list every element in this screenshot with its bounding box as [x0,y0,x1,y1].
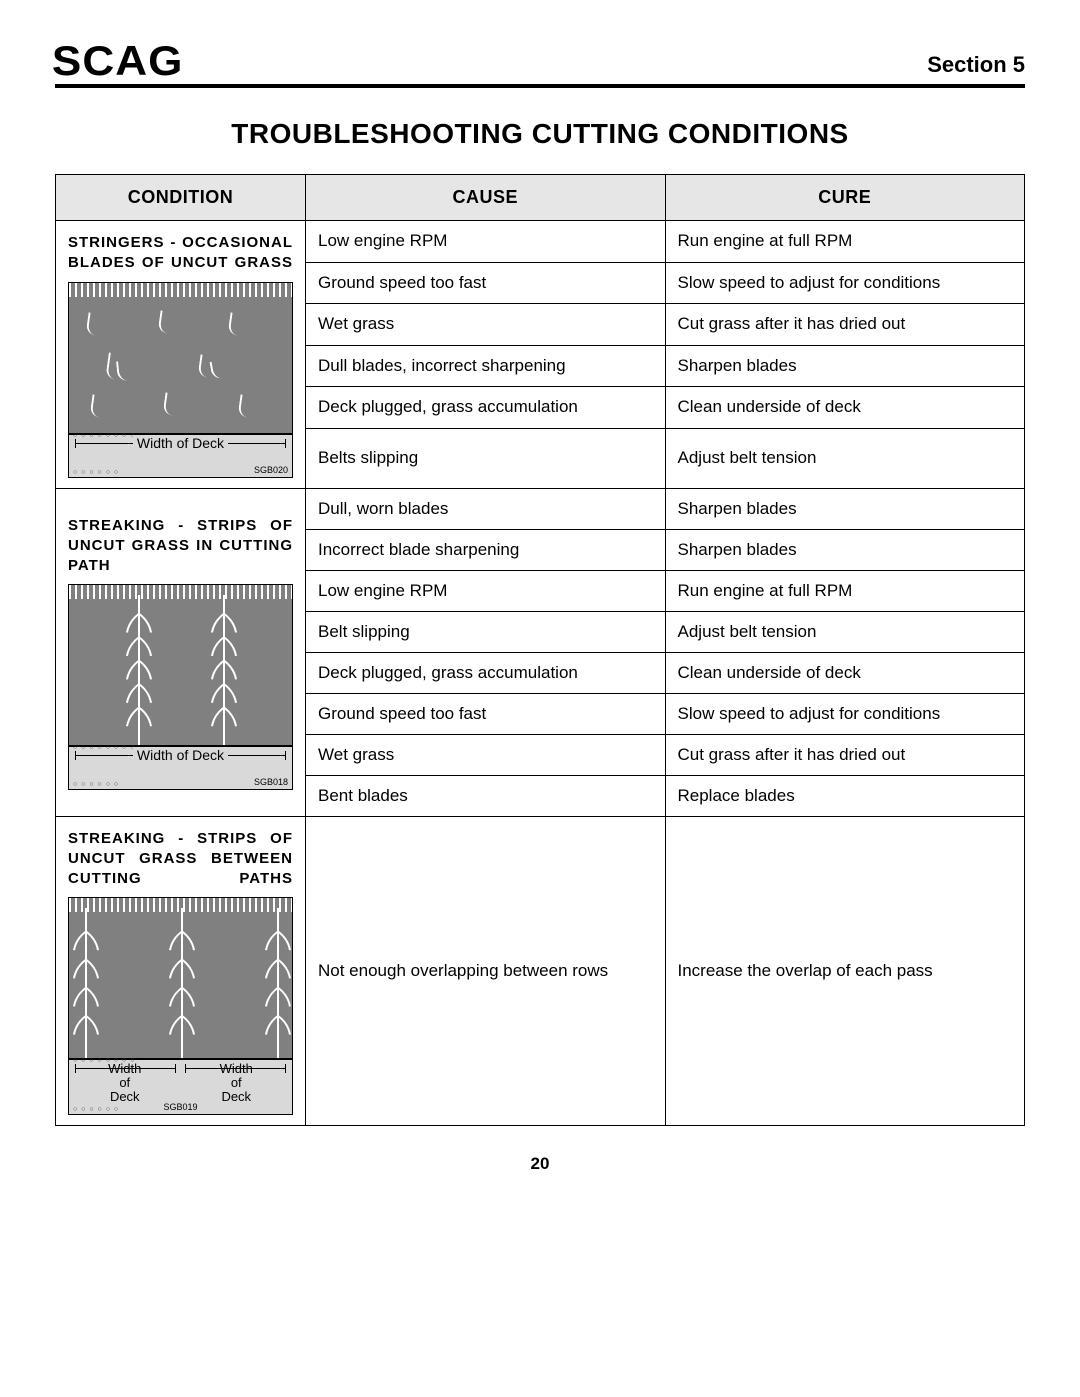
cure-cell: Replace blades [665,775,1025,816]
cure-cell: Cut grass after it has dried out [665,734,1025,775]
cure-cell: Clean underside of deck [665,652,1025,693]
condition-title: Streaking - Strips of Uncut Grass Betwee… [68,829,293,890]
condition-cell-stringers: Stringers - Occasional Blades of Uncut G… [56,221,306,489]
cause-cell: Ground speed too fast [306,262,666,304]
col-cure: CURE [665,175,1025,221]
deck-strip: Width of Deck SGB020 [69,433,292,477]
cure-cell: Adjust belt tension [665,611,1025,652]
table-row: Streaking - Strips of Uncut Grass in Cut… [56,488,1025,529]
diagram-code: SGB019 [163,1102,197,1112]
section-label: Section 5 [927,52,1025,82]
troubleshooting-table: CONDITION CAUSE CURE Stringers - Occasio… [55,174,1025,1126]
deck-width-label-a: WidthofDeck [69,1062,181,1103]
cause-cell: Dull, worn blades [306,488,666,529]
cure-cell: Adjust belt tension [665,428,1025,488]
cause-cell: Wet grass [306,304,666,346]
cure-cell: Slow speed to adjust for conditions [665,693,1025,734]
deck-width-label: Width of Deck [133,435,228,451]
cure-cell: Increase the overlap of each pass [665,816,1025,1126]
brand-logo: SCAG [52,40,184,82]
deck-width-label-b: WidthofDeck [181,1062,293,1103]
table-row: Stringers - Occasional Blades of Uncut G… [56,221,1025,263]
deck-strip: Width of Deck SGB018 [69,745,292,789]
condition-title: Streaking - Strips of Uncut Grass in Cut… [68,516,293,577]
page-title: TROUBLESHOOTING CUTTING CONDITIONS [55,118,1025,150]
condition-title: Stringers - Occasional Blades of Uncut G… [68,233,293,274]
cure-cell: Run engine at full RPM [665,221,1025,263]
diagram-streaking-between: WidthofDeck WidthofDeck SGB019 [68,897,293,1115]
table-row: Streaking - Strips of Uncut Grass Betwee… [56,816,1025,1126]
diagram-stringers: Width of Deck SGB020 [68,282,293,478]
cure-cell: Slow speed to adjust for conditions [665,262,1025,304]
cause-cell: Deck plugged, grass accumulation [306,652,666,693]
cure-cell: Sharpen blades [665,529,1025,570]
cure-cell: Sharpen blades [665,345,1025,387]
cause-cell: Dull blades, incorrect sharpening [306,345,666,387]
cause-cell: Incorrect blade sharpening [306,529,666,570]
cause-cell: Not enough overlapping between rows [306,816,666,1126]
condition-cell-streaking-between: Streaking - Strips of Uncut Grass Betwee… [56,816,306,1126]
cause-cell: Low engine RPM [306,570,666,611]
condition-cell-streaking-in: Streaking - Strips of Uncut Grass in Cut… [56,488,306,816]
diagram-code: SGB020 [254,465,288,475]
cause-cell: Belts slipping [306,428,666,488]
col-condition: CONDITION [56,175,306,221]
cause-cell: Ground speed too fast [306,693,666,734]
cure-cell: Run engine at full RPM [665,570,1025,611]
cure-cell: Clean underside of deck [665,387,1025,429]
diagram-streaking-in: Width of Deck SGB018 [68,584,293,790]
cause-cell: Wet grass [306,734,666,775]
page-header: SCAG Section 5 [55,40,1025,88]
deck-strip: WidthofDeck WidthofDeck SGB019 [69,1058,292,1114]
col-cause: CAUSE [306,175,666,221]
diagram-code: SGB018 [254,777,288,787]
deck-width-label: Width of Deck [133,747,228,763]
cure-cell: Sharpen blades [665,488,1025,529]
cause-cell: Low engine RPM [306,221,666,263]
cause-cell: Belt slipping [306,611,666,652]
cause-cell: Bent blades [306,775,666,816]
cause-cell: Deck plugged, grass accumulation [306,387,666,429]
cure-cell: Cut grass after it has dried out [665,304,1025,346]
page-number: 20 [55,1154,1025,1174]
